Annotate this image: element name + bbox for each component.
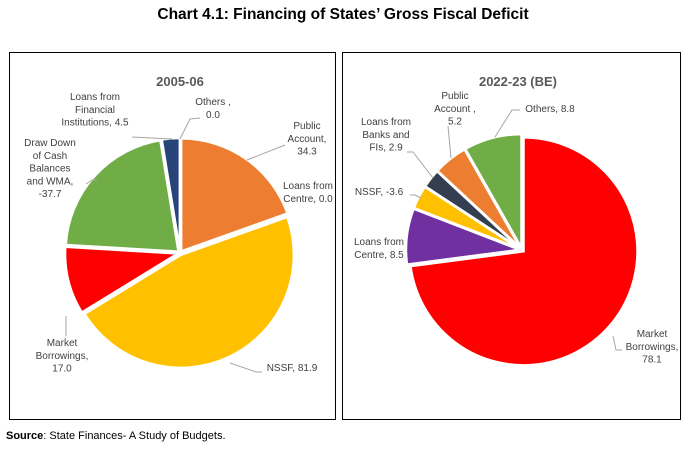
leader-line bbox=[85, 179, 97, 185]
data-label-line: 78.1 bbox=[642, 355, 662, 366]
data-label-line: and WMA, bbox=[27, 176, 74, 187]
data-label-line: Centre, 8.5 bbox=[354, 250, 404, 261]
pie-slice bbox=[64, 138, 180, 254]
data-label-line: of Cash bbox=[33, 151, 67, 162]
data-label-line: Loans from bbox=[70, 92, 120, 103]
pie-slice bbox=[463, 132, 523, 253]
data-label-line: Loans from bbox=[354, 237, 404, 248]
data-label: Loans from Banks and FIs, 2.9 bbox=[361, 117, 411, 154]
data-label-line: Account , bbox=[434, 104, 476, 115]
data-label-line: Others , bbox=[195, 97, 231, 108]
data-label-line: Institutions, 4.5 bbox=[61, 118, 129, 129]
data-label: NSSF, 81.9 bbox=[267, 363, 318, 374]
data-label: Others, 8.8 bbox=[525, 104, 575, 115]
data-label-line: Account, bbox=[288, 134, 327, 145]
leader-line bbox=[447, 125, 452, 159]
data-label: Market Borrowings, 17.0 bbox=[36, 338, 89, 375]
pie-slice bbox=[63, 245, 183, 315]
data-label: Public Account, 34.3 bbox=[288, 121, 327, 158]
leader-line bbox=[246, 144, 286, 161]
source-text: : State Finances- A Study of Budgets. bbox=[43, 430, 226, 442]
leader-line bbox=[131, 136, 173, 140]
data-label-line: Others, 8.8 bbox=[525, 104, 575, 115]
pie-slice bbox=[179, 137, 290, 254]
data-label-line: 0.0 bbox=[206, 110, 220, 121]
data-label-line: Market bbox=[637, 329, 668, 340]
data-label-line: 34.3 bbox=[297, 147, 317, 158]
panel-2005-06 bbox=[9, 52, 336, 420]
data-label-line: Draw Down bbox=[24, 138, 76, 149]
data-label-line: NSSF, 81.9 bbox=[267, 363, 318, 374]
data-label: Public Account , 5.2 bbox=[434, 91, 476, 128]
leader-line bbox=[494, 109, 520, 138]
pie-slice bbox=[82, 215, 296, 370]
data-label-line: Centre, 0.0 bbox=[283, 194, 333, 205]
data-label: Draw Down of Cash Balances and WMA, -37.7 bbox=[24, 138, 76, 200]
data-label-line: Financial bbox=[75, 105, 115, 116]
pie-title: 2022-23 (BE) bbox=[479, 74, 557, 89]
data-label-line: Market bbox=[47, 338, 78, 349]
data-label-line: FIs, 2.9 bbox=[369, 143, 403, 154]
data-label: Others , 0.0 bbox=[195, 97, 231, 121]
pie-slice bbox=[160, 136, 182, 252]
data-label-line: -37.7 bbox=[39, 189, 62, 200]
data-label-line: 5.2 bbox=[448, 117, 462, 128]
data-label-line: Public bbox=[293, 121, 320, 132]
leader-line bbox=[410, 194, 422, 199]
data-label-line: Banks and bbox=[362, 130, 409, 141]
leader-line bbox=[179, 117, 201, 140]
source-label: Source bbox=[6, 430, 44, 442]
data-label: NSSF, -3.6 bbox=[355, 187, 404, 198]
chart-title: Chart 4.1: Financing of States’ Gross Fi… bbox=[157, 6, 529, 23]
data-label-line: Balances bbox=[29, 164, 70, 175]
pie-slice bbox=[409, 136, 639, 367]
data-label-line: Loans from bbox=[283, 181, 333, 192]
leader-line bbox=[612, 335, 622, 351]
pie-1: 2022-23 (BE) Market Borrowings, 78.1 Loans f… bbox=[354, 74, 679, 367]
data-label-line: 17.0 bbox=[52, 364, 72, 375]
data-label-line: NSSF, -3.6 bbox=[355, 187, 404, 198]
data-label: Loans from Centre, 0.0 bbox=[283, 181, 333, 205]
data-label-line: Borrowings, bbox=[36, 351, 89, 362]
data-label: Loans from Financial Institutions, 4.5 bbox=[61, 92, 129, 129]
data-label: Market Borrowings, 78.1 bbox=[626, 329, 679, 366]
source-note: Source: State Finances- A Study of Budge… bbox=[6, 430, 226, 442]
panel-2022-23 bbox=[342, 52, 681, 420]
leader-line bbox=[407, 151, 434, 179]
data-label: Loans from Centre, 8.5 bbox=[354, 237, 404, 261]
pie-title: 2005-06 bbox=[156, 74, 204, 89]
data-label-line: Public bbox=[441, 91, 468, 102]
data-label-line: Borrowings, bbox=[626, 342, 679, 353]
leader-line bbox=[229, 362, 262, 373]
data-label-line: Loans from bbox=[361, 117, 411, 128]
pie-0: 2005-06 Public Account, 34.3 Loans from Centr… bbox=[24, 74, 333, 375]
